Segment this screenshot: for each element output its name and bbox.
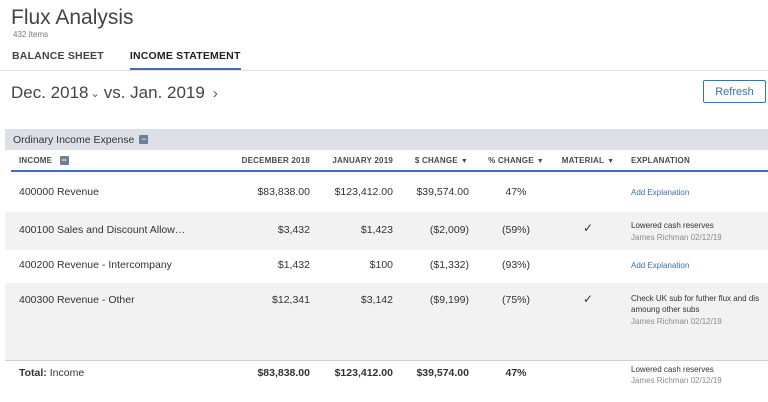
minus-square-icon[interactable]: − (59, 155, 69, 165)
row-dollar-change: ($9,199) (429, 294, 469, 306)
row-january: $3,142 (360, 294, 393, 306)
row-december: $83,838.00 (257, 186, 310, 198)
tab-bar: BALANCE SHEET INCOME STATEMENT (12, 50, 267, 71)
add-explanation-link[interactable]: Add Explanation (631, 261, 690, 270)
checkmark-icon[interactable]: ✓ (582, 221, 594, 235)
row-dollar-change: $39,574.00 (416, 186, 469, 198)
row-dollar-change: ($1,332) (429, 259, 469, 271)
checkmark-icon[interactable]: ✓ (582, 292, 594, 306)
explanation-text[interactable]: Check UK sub for futher flux and dis (631, 294, 760, 303)
row-percent-change: (75%) (501, 294, 530, 306)
row-account: 400000 Revenue (19, 186, 99, 198)
total-label-name: Income (49, 367, 85, 379)
total-divider (5, 360, 768, 361)
explanation-text[interactable]: Lowered cash reserves (631, 365, 714, 374)
period-selector: Dec. 2018 ⌄ vs. Jan. 2019 › (11, 83, 218, 103)
total-label: Total: Income (19, 367, 84, 379)
row-january: $1,423 (360, 224, 393, 236)
table-row: 400200 Revenue - Intercompany $1,432 $10… (5, 250, 768, 283)
row-december: $3,432 (277, 224, 310, 236)
explanation-author: James Richman 02/12/19 (631, 233, 722, 242)
page-title: Flux Analysis (11, 6, 134, 29)
period-vs[interactable]: vs. Jan. 2019 (103, 83, 205, 102)
column-header-explanation: EXPLANATION (631, 156, 690, 165)
tabs-divider (0, 70, 768, 71)
column-header-dollar-change[interactable]: $ CHANGE ▼ (400, 156, 468, 165)
column-header-january[interactable]: JANUARY 2019 (332, 156, 393, 165)
minus-square-icon[interactable]: − (139, 134, 149, 144)
row-percent-change: (59%) (501, 224, 530, 236)
chevron-down-icon[interactable]: ⌄ (90, 87, 100, 100)
refresh-button[interactable]: Refresh (703, 80, 766, 103)
column-header-material-label: MATERIAL (561, 156, 605, 165)
chevron-right-icon[interactable]: › (212, 84, 218, 102)
add-explanation-link[interactable]: Add Explanation (631, 188, 690, 197)
column-header-material[interactable]: MATERIAL ▼ (556, 156, 620, 165)
item-count: 432 Items (13, 30, 49, 39)
explanation-text[interactable]: Lowered cash reserves (631, 221, 714, 230)
total-row: Total: Income $83,838.00 $123,412.00 $39… (5, 361, 768, 402)
column-header-income-label: INCOME (19, 156, 53, 165)
row-account: 400200 Revenue - Intercompany (19, 259, 172, 271)
caret-down-icon: ▼ (536, 158, 544, 165)
table-row: 400000 Revenue $83,838.00 $123,412.00 $3… (5, 173, 768, 212)
row-percent-change: 47% (505, 186, 527, 198)
tab-income-statement[interactable]: INCOME STATEMENT (129, 50, 241, 71)
tab-balance-sheet[interactable]: BALANCE SHEET (12, 50, 104, 62)
row-account: 400100 Sales and Discount Allow… (19, 224, 186, 236)
section-header: Ordinary Income Expense − (5, 129, 768, 150)
total-december: $83,838.00 (257, 367, 310, 379)
total-percent-change: 47% (505, 367, 527, 379)
row-january: $123,412.00 (334, 186, 393, 198)
column-header-percent-change-label: % CHANGE (488, 156, 534, 165)
row-percent-change: (93%) (501, 259, 530, 271)
total-january: $123,412.00 (334, 367, 393, 379)
total-label-prefix: Total: (19, 367, 47, 379)
caret-down-icon: ▼ (607, 158, 615, 165)
column-header-income[interactable]: INCOME − (19, 156, 69, 165)
explanation-author: James Richman 02/12/19 (631, 317, 722, 326)
row-january: $100 (369, 259, 393, 271)
period-from[interactable]: Dec. 2018 (11, 83, 89, 102)
column-header-dollar-change-label: $ CHANGE (414, 156, 458, 165)
row-account: 400300 Revenue - Other (19, 294, 135, 306)
total-dollar-change: $39,574.00 (416, 367, 469, 379)
column-header-percent-change[interactable]: % CHANGE ▼ (478, 156, 554, 165)
table-row: 400100 Sales and Discount Allow… $3,432 … (5, 212, 768, 250)
caret-down-icon: ▼ (460, 158, 468, 165)
row-dollar-change: ($2,009) (429, 224, 469, 236)
section-label: Ordinary Income Expense (13, 133, 135, 146)
row-december: $1,432 (277, 259, 310, 271)
explanation-text-line2: amoung other subs (631, 305, 700, 314)
explanation-author: James Richman 02/12/19 (631, 376, 722, 385)
header-divider (11, 170, 768, 172)
table-row: 400300 Revenue - Other $12,341 $3,142 ($… (5, 283, 768, 360)
column-header-december[interactable]: DECEMBER 2018 (241, 156, 310, 165)
row-december: $12,341 (272, 294, 310, 306)
